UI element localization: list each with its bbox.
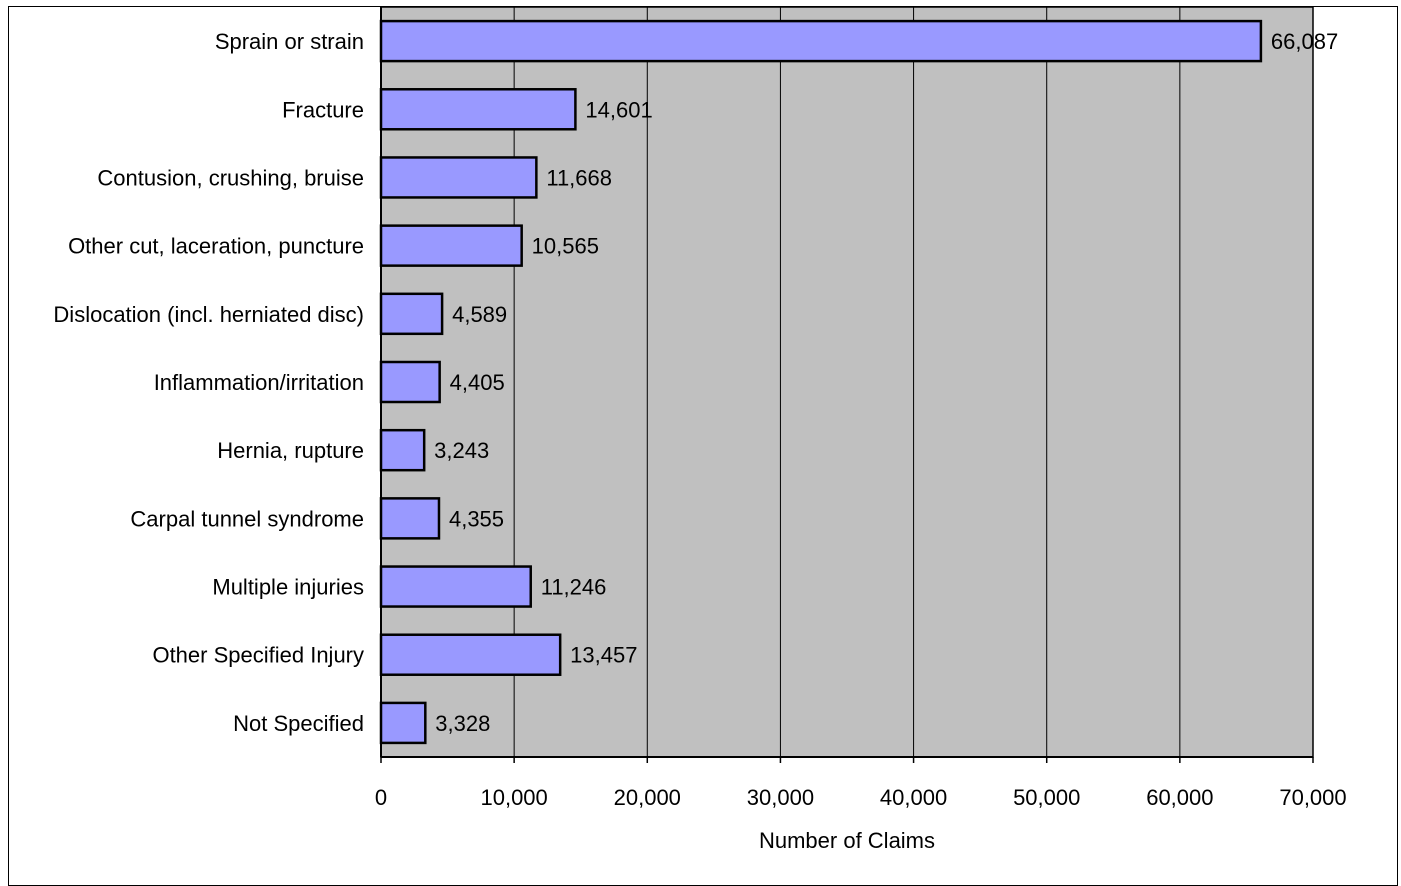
bar	[379, 565, 532, 608]
x-tick-label: 10,000	[480, 785, 547, 810]
bar	[379, 497, 441, 540]
category-labels: Sprain or strain Fracture Contusion, crush…	[53, 29, 364, 736]
category-label: Hernia, rupture	[217, 438, 364, 463]
x-tick-label: 50,000	[1013, 785, 1080, 810]
bars	[379, 19, 1263, 745]
category-label: Fracture	[282, 97, 364, 122]
category-label: Dislocation (incl. herniated disc)	[53, 302, 364, 327]
category-label: Carpal tunnel syndrome	[130, 506, 364, 531]
x-tick-label: 0	[375, 785, 387, 810]
category-label: Multiple injuries	[212, 575, 364, 600]
category-label: Other cut, laceration, puncture	[68, 234, 364, 259]
x-tick-label: 70,000	[1279, 785, 1346, 810]
data-label: 4,405	[450, 370, 505, 395]
category-label: Not Specified	[233, 711, 364, 736]
x-tick-label: 20,000	[614, 785, 681, 810]
data-label: 66,087	[1271, 29, 1338, 54]
x-axis-ticks: 0 10,000 20,000 30,000 40,000 50,000 60,000 70,…	[375, 757, 1347, 810]
x-tick-label: 60,000	[1146, 785, 1213, 810]
x-tick-label: 40,000	[880, 785, 947, 810]
bar	[379, 428, 426, 472]
data-label: 3,328	[435, 711, 490, 736]
data-label: 11,246	[541, 575, 607, 600]
bar	[379, 633, 562, 676]
category-label: Sprain or strain	[215, 29, 364, 54]
category-label: Other Specified Injury	[152, 643, 364, 668]
data-label: 13,457	[570, 643, 637, 668]
data-label: 11,668	[546, 165, 612, 190]
bar	[379, 88, 577, 131]
bar	[379, 360, 441, 404]
data-label: 4,589	[452, 302, 507, 327]
x-tick-label: 30,000	[747, 785, 814, 810]
bar	[379, 224, 523, 267]
bar	[379, 292, 444, 336]
value-labels: 66,087 14,601 11,668 10,565 4,589 4,405 3,243 4…	[434, 29, 1338, 736]
plot-background	[380, 6, 1314, 758]
category-label: Inflammation/irritation	[154, 370, 364, 395]
data-label: 3,243	[434, 438, 489, 463]
data-label: 4,355	[449, 506, 504, 531]
plot-area	[380, 6, 1314, 758]
bar	[379, 19, 1263, 63]
data-label: 14,601	[585, 97, 652, 122]
bar	[379, 701, 427, 745]
data-label: 10,565	[532, 234, 599, 259]
x-axis-title: Number of Claims	[759, 828, 935, 853]
category-label: Contusion, crushing, bruise	[97, 165, 364, 190]
bar	[379, 156, 538, 199]
